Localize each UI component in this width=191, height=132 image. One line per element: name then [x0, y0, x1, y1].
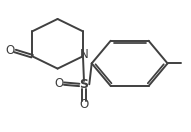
- Text: O: O: [55, 77, 64, 90]
- Text: N: N: [80, 48, 88, 61]
- Text: S: S: [79, 78, 88, 91]
- Text: O: O: [79, 98, 89, 111]
- Text: O: O: [6, 44, 15, 57]
